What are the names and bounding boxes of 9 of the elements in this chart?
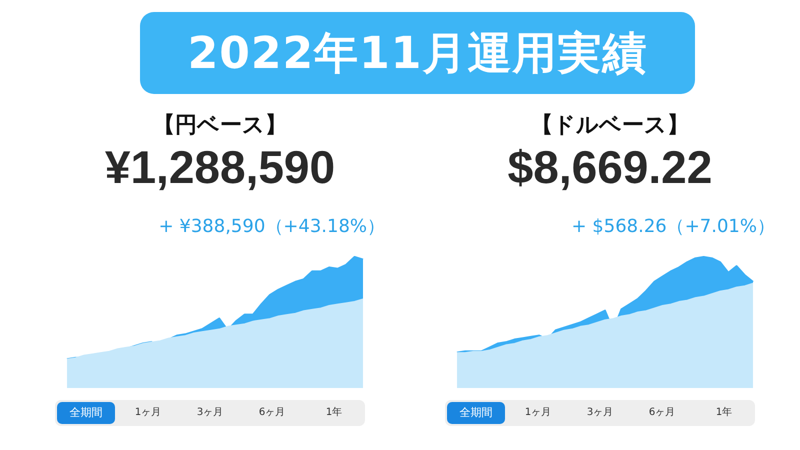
text: 2022年11月運用実績 (140, 12, 695, 94)
chart-subtitle: $8,669.22 (506, 140, 714, 194)
text: + $568.26（+7.01%） (571, 215, 775, 238)
period-selector: 全期間 1ヶ月 3ヶ月 6ヶ月 1年 (445, 400, 755, 426)
chart-subtitle: ¥1,288,590 (104, 140, 336, 194)
chart-title: 【ドルベース】 (530, 112, 690, 140)
period-selector: 全期間 1ヶ月 3ヶ月 6ヶ月 1年 (55, 400, 365, 426)
chart-title: 【円ベース】 (152, 112, 288, 140)
text: + ¥388,590（+43.18%） (158, 215, 385, 238)
